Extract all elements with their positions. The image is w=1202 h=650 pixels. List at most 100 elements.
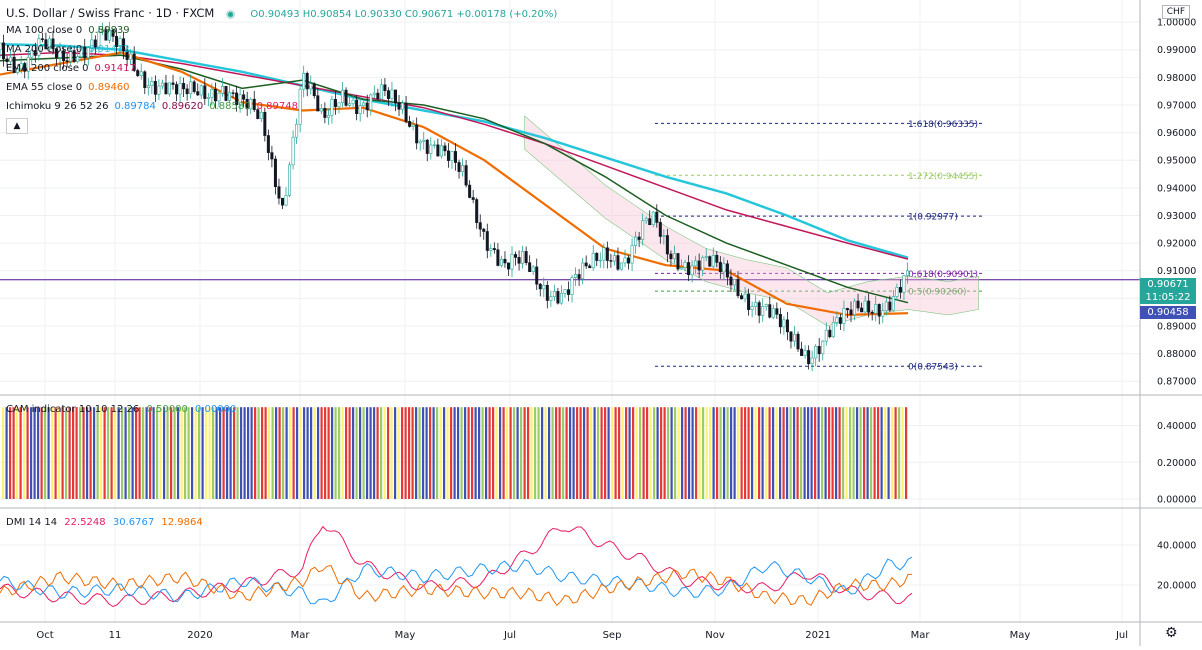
cam-bar [338, 407, 341, 499]
candle-body [157, 85, 161, 95]
cam-bar [527, 407, 530, 499]
cam-bar [201, 407, 204, 499]
candle-body [821, 340, 825, 355]
cam-bar [502, 407, 505, 499]
legend-ema55[interactable]: EMA 55 close 0 0.89460 [6, 81, 130, 94]
candle-body [344, 89, 348, 106]
cam-bar [205, 407, 208, 499]
cam-bar [695, 407, 698, 499]
candle-body [888, 301, 892, 311]
cam-bar [509, 407, 512, 499]
currency-button[interactable]: CHF [1161, 5, 1190, 19]
legend-value: 0.89784 [114, 101, 156, 112]
cam-bar [26, 407, 29, 499]
candle-body [178, 83, 182, 95]
cam-bar [327, 407, 330, 499]
cam-bar [86, 407, 89, 499]
cam-bar [394, 407, 397, 499]
candle-body [54, 48, 58, 58]
legend-ichimoku[interactable]: Ichimoku 9 26 52 26 0.89784 0.89620 0.88580… [6, 100, 298, 113]
candle-body [881, 310, 885, 317]
cam-bar [478, 407, 481, 499]
cam-bar [747, 407, 750, 499]
candle-body [30, 50, 34, 58]
candle-body [83, 46, 87, 58]
legend-ema200[interactable]: EMA 200 close 0 0.91417 [6, 62, 136, 75]
candle-body [411, 124, 415, 127]
candle-body [478, 222, 482, 230]
candle-body [457, 162, 461, 172]
cam-bar [474, 407, 477, 499]
cam-bar [142, 407, 145, 499]
cam-bar [530, 407, 533, 499]
candle-body [549, 296, 553, 301]
cam-bar [621, 407, 624, 499]
candle-body [220, 85, 224, 94]
cam-bar [814, 407, 817, 499]
cam-bar [705, 407, 708, 499]
cam-bar [838, 407, 841, 499]
cam-legend[interactable]: CAM indicator 10 10 12 26 0.50000 0.0000… [6, 404, 236, 415]
candle-body [860, 307, 864, 313]
cam-bar [495, 407, 498, 499]
candle-body [531, 266, 535, 272]
cam-bar [261, 407, 264, 499]
candle-body [817, 346, 821, 355]
cam-bar [842, 407, 845, 499]
cam-bar [236, 407, 239, 499]
cam-bar [712, 407, 715, 499]
candle-body [305, 73, 309, 90]
cam-bar [170, 407, 173, 499]
cam-bar [642, 407, 645, 499]
cam-bar [163, 407, 166, 499]
cam-bar [891, 407, 894, 499]
cam-bar [5, 407, 8, 499]
x-tick-label: Nov [705, 630, 725, 641]
candle-body [390, 89, 394, 99]
cam-bar [870, 407, 873, 499]
cam-bar [187, 407, 190, 499]
candle-body [750, 306, 754, 310]
candle-body [800, 348, 804, 356]
candle-body [213, 89, 217, 102]
candle-body [37, 38, 41, 56]
candle-body [697, 260, 701, 271]
cam-bar [250, 407, 253, 499]
cam-bar [660, 407, 663, 499]
cam-bar [765, 407, 768, 499]
candle-body [443, 145, 447, 152]
candle-body [436, 144, 440, 157]
candle-body [711, 255, 715, 267]
candle-body [90, 39, 94, 48]
cam-bar [821, 407, 824, 499]
cam-bar [401, 407, 404, 499]
cam-bar [208, 407, 211, 499]
cam-bar [198, 407, 201, 499]
cam-bar [618, 407, 621, 499]
x-tick-label: Mar [911, 630, 931, 641]
cam-bar [887, 407, 890, 499]
candle-body [591, 252, 595, 269]
candle-body [701, 257, 705, 271]
cam-bar [779, 407, 782, 499]
legend-ma200[interactable]: MA 200 close 0 0.91473 [6, 43, 130, 56]
cam-bar [257, 407, 260, 499]
candle-body [439, 145, 443, 157]
fib-level-label: 0.618(0.90901) [908, 270, 978, 280]
dmi-label: DMI 14 14 [6, 517, 58, 528]
candle-body [581, 262, 585, 279]
candle-body [556, 291, 560, 304]
collapse-legend-button[interactable]: ▲ [6, 118, 28, 134]
cam-bar [243, 407, 246, 499]
y-tick-label: 0.96000 [1157, 128, 1196, 139]
ma-price-tag: 0.90458 [1140, 306, 1196, 319]
settings-gear-icon[interactable]: ⚙ [1165, 625, 1178, 641]
candle-body [415, 124, 419, 144]
dmi-legend[interactable]: DMI 14 14 22.5248 30.6767 12.9864 [6, 517, 203, 528]
cam-bar [411, 407, 414, 499]
legend-ma100[interactable]: MA 100 close 0 0.89839 [6, 24, 130, 37]
candle-body [196, 91, 200, 96]
cam-bar [149, 407, 152, 499]
